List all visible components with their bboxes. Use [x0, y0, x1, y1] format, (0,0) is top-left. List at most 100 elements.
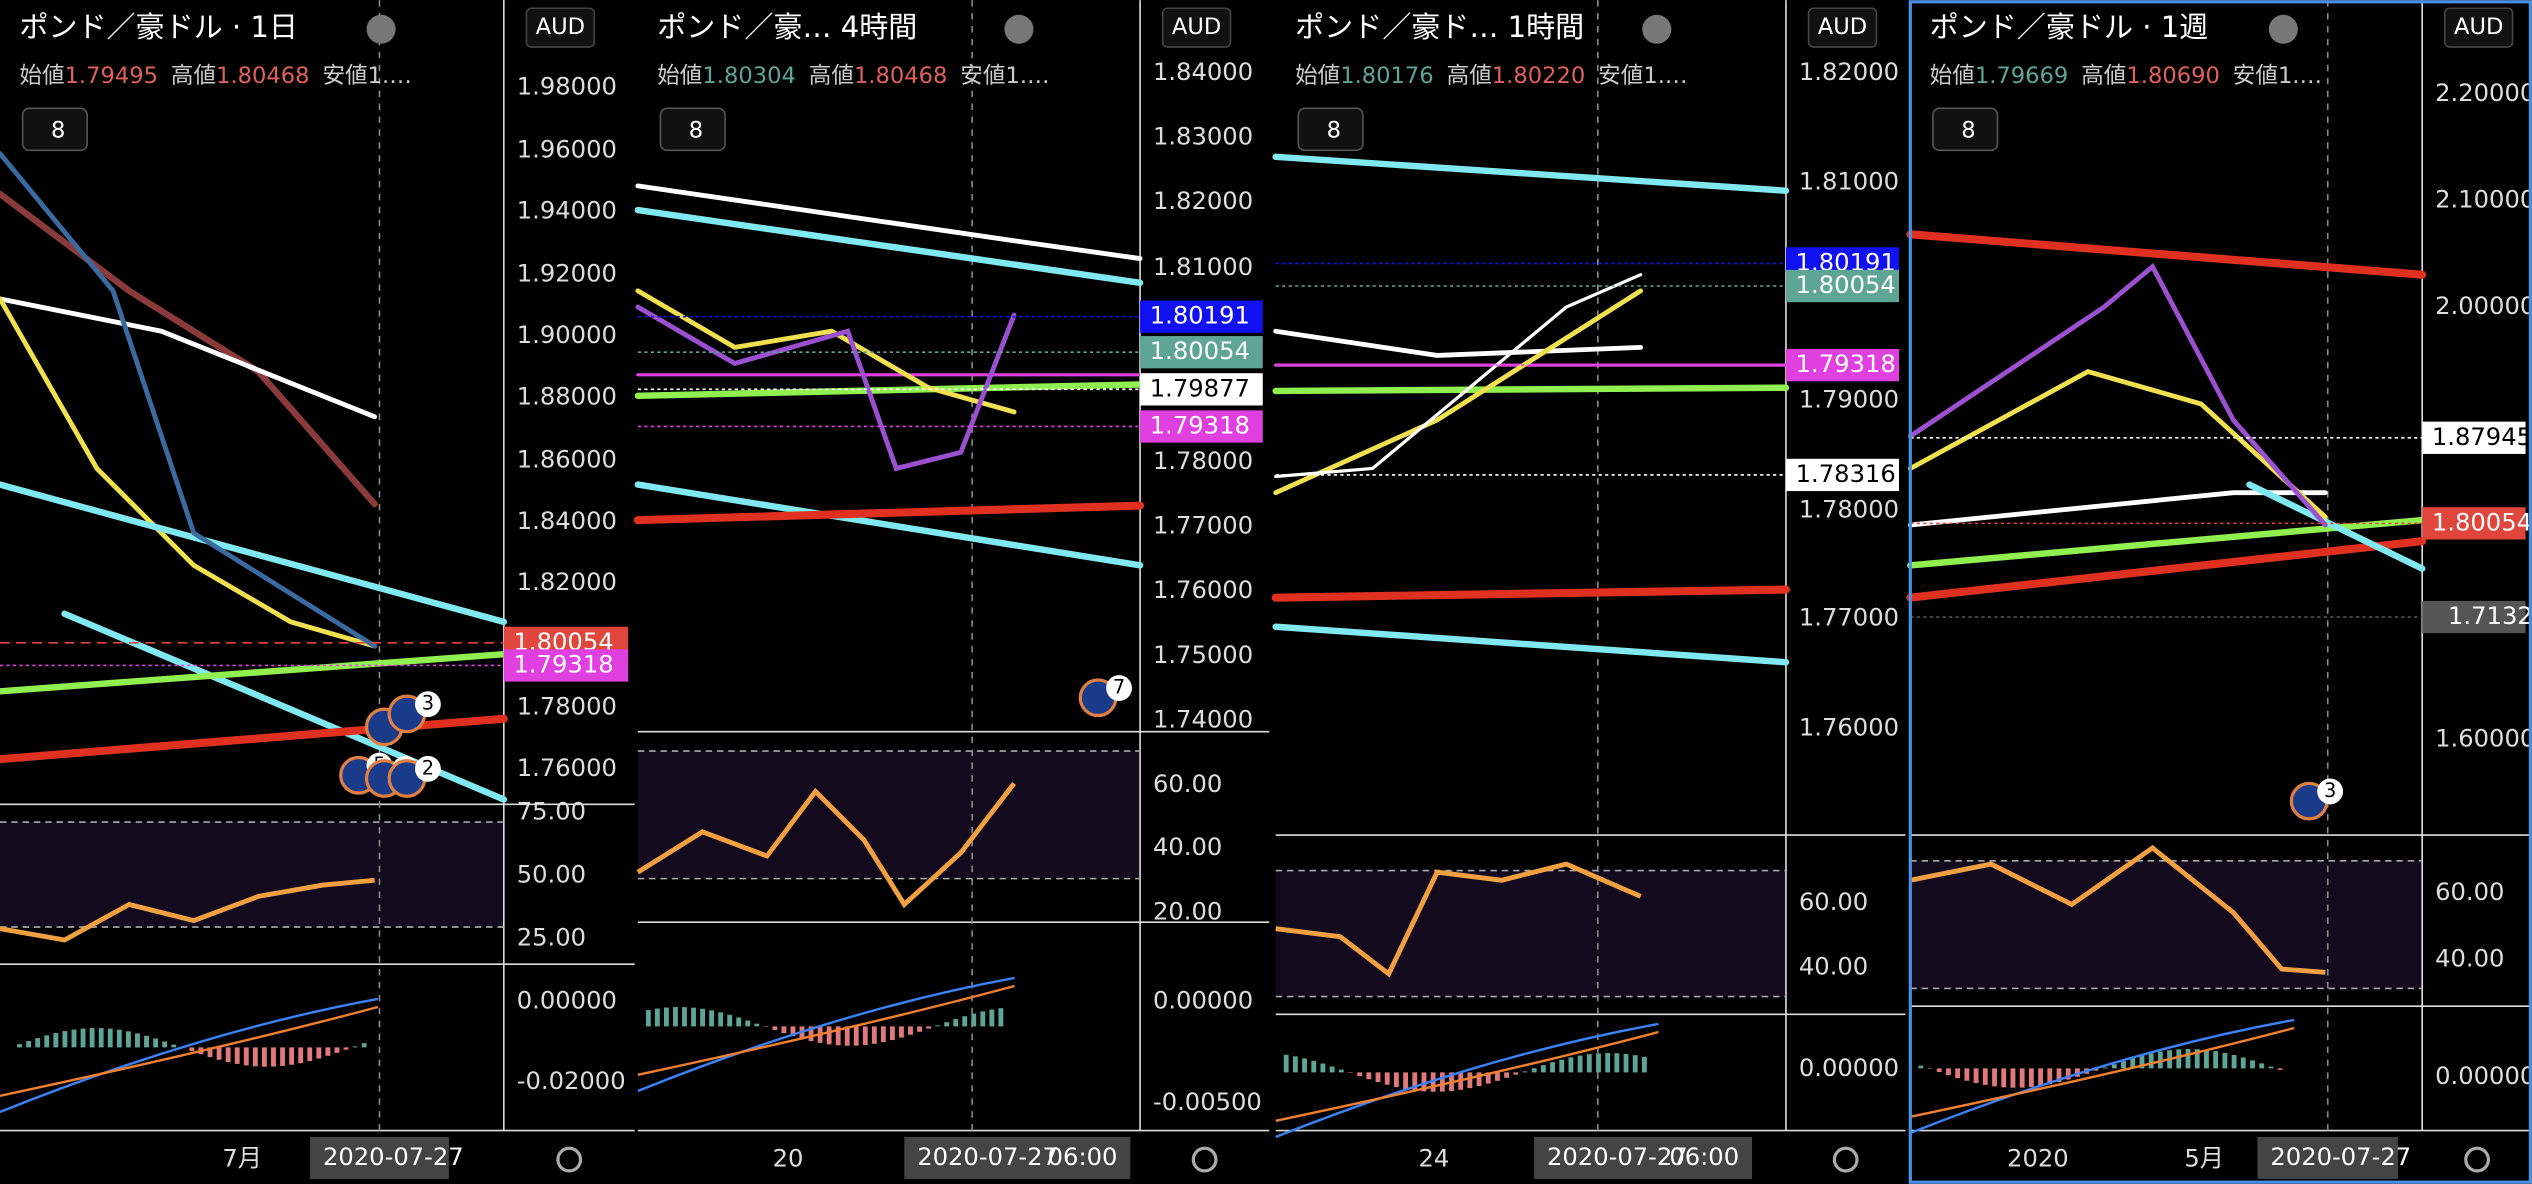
macd-histogram: [1577, 1055, 1583, 1073]
macd-histogram: [334, 1047, 340, 1053]
macd-histogram: [2047, 1068, 2053, 1085]
price-tag: [1785, 269, 1899, 303]
rsi-line: [1909, 844, 2326, 975]
macd-histogram: [26, 1041, 32, 1048]
menu-button[interactable]: [366, 14, 396, 44]
symbol-title[interactable]: ポンド／豪ドル · 1週: [1930, 10, 2209, 44]
macd-histogram: [234, 1047, 240, 1064]
symbol-title[interactable]: ポンド／豪ドル · 1日: [19, 10, 298, 44]
rsi-pane: [1910, 860, 2423, 989]
macd-histogram: [926, 1026, 931, 1029]
time-label: 06:00: [1669, 1143, 1739, 1171]
currency: AUD: [1818, 14, 1867, 40]
price-axis-label: 1.84000: [1153, 58, 1253, 86]
menu-button[interactable]: [1642, 14, 1672, 44]
macd-axis-label: 0.00000: [1153, 986, 1253, 1014]
macd-histogram: [844, 1026, 850, 1046]
macd-histogram: [673, 1007, 678, 1027]
macd-histogram: [908, 1026, 913, 1035]
macd-histogram: [808, 1026, 814, 1042]
macd-histogram: [298, 1047, 304, 1064]
ohlc-text: 1.80468: [216, 63, 309, 89]
macd-axis-label: -0.00500: [1153, 1088, 1262, 1116]
macd-histogram: [2019, 1068, 2025, 1088]
ohlc-text: 安値: [322, 63, 367, 89]
indicator-line: [0, 296, 378, 420]
settings-icon[interactable]: [1191, 1146, 1218, 1173]
macd-histogram: [2111, 1064, 2117, 1069]
macd-histogram: [189, 1047, 195, 1052]
indicator-count[interactable]: 8: [1327, 117, 1341, 143]
date-tag: [1534, 1136, 1753, 1179]
settings-icon[interactable]: [2464, 1146, 2491, 1173]
price-axis-label: 1.78000: [517, 692, 617, 720]
currency-box: [525, 7, 596, 48]
date-tag: [2257, 1136, 2398, 1179]
settings-icon[interactable]: [556, 1146, 583, 1173]
macd-histogram: [1495, 1072, 1500, 1081]
indicator-count[interactable]: 8: [689, 117, 703, 143]
macd-histogram: [225, 1047, 231, 1063]
menu-button[interactable]: [2268, 14, 2298, 44]
macd-histogram: [826, 1026, 832, 1045]
ohlc-text: 1.…: [1005, 63, 1049, 89]
price-axis-label: 1.74000: [1153, 705, 1253, 733]
macd-histogram: [261, 1047, 267, 1067]
macd-histogram: [89, 1028, 95, 1048]
macd-histogram: [2056, 1068, 2062, 1083]
indicator-toggle[interactable]: [1932, 107, 1999, 152]
rsi-axis-label: 25.00: [517, 923, 586, 951]
indicator-count[interactable]: 8: [1961, 117, 1975, 143]
symbol-title[interactable]: ポンド／豪ド… 1時間: [1295, 10, 1584, 44]
ohlc-text: 高値: [171, 63, 216, 89]
macd-histogram: [53, 1033, 59, 1048]
rsi-pane: [1275, 870, 1786, 997]
macd-histogram: [899, 1026, 904, 1038]
macd-histogram: [2139, 1055, 2145, 1069]
macd-histogram: [1550, 1062, 1555, 1073]
macd-histogram: [1467, 1072, 1473, 1089]
indicator-count[interactable]: 8: [51, 117, 65, 143]
price-axis-label: 1.86000: [517, 445, 617, 473]
price-axis-label: 1.88000: [517, 382, 617, 410]
macd-line: [1909, 1018, 2295, 1135]
settings-icon[interactable]: [1832, 1146, 1859, 1173]
macd-histogram: [727, 1014, 733, 1027]
price-tag-label: 1.80054: [2432, 508, 2532, 536]
macd-histogram: [1403, 1072, 1409, 1089]
currency-box: [1161, 7, 1232, 48]
macd-histogram: [2213, 1051, 2219, 1069]
macd-histogram: [1338, 1069, 1344, 1073]
rsi-axis-label: 60.00: [1153, 770, 1222, 798]
macd-histogram: [17, 1044, 22, 1048]
price-axis-label: 1.76000: [1153, 576, 1253, 604]
macd-histogram: [1375, 1072, 1381, 1083]
macd-histogram: [1964, 1068, 1970, 1081]
macd-histogram: [889, 1026, 895, 1041]
indicator-line: [634, 481, 1144, 569]
time-axis-label: 5月: [2184, 1145, 2224, 1173]
macd-histogram: [781, 1026, 787, 1034]
price-tag-label: 1.79318: [514, 650, 614, 678]
macd-histogram: [1946, 1068, 1951, 1076]
menu-button[interactable]: [1004, 14, 1034, 44]
symbol-title[interactable]: ポンド／豪… 4時間: [657, 10, 917, 44]
indicator-toggle[interactable]: [1297, 107, 1364, 152]
ohlc-text: 高値: [809, 63, 854, 89]
price-tag: [1140, 373, 1263, 406]
macd-histogram: [171, 1044, 177, 1048]
macd-histogram: [1623, 1053, 1629, 1073]
event-count: 7: [1113, 676, 1125, 699]
time-axis-label: 7月: [222, 1145, 262, 1173]
price-axis-label: 1.60000: [2435, 725, 2532, 753]
indicator-toggle[interactable]: [659, 107, 726, 152]
macd-histogram: [80, 1028, 86, 1048]
macd-histogram: [2130, 1058, 2136, 1069]
ohlc-text: 始値: [657, 63, 702, 89]
indicator-toggle[interactable]: [21, 107, 89, 152]
macd-histogram: [1614, 1053, 1620, 1073]
macd-histogram: [2194, 1049, 2200, 1069]
